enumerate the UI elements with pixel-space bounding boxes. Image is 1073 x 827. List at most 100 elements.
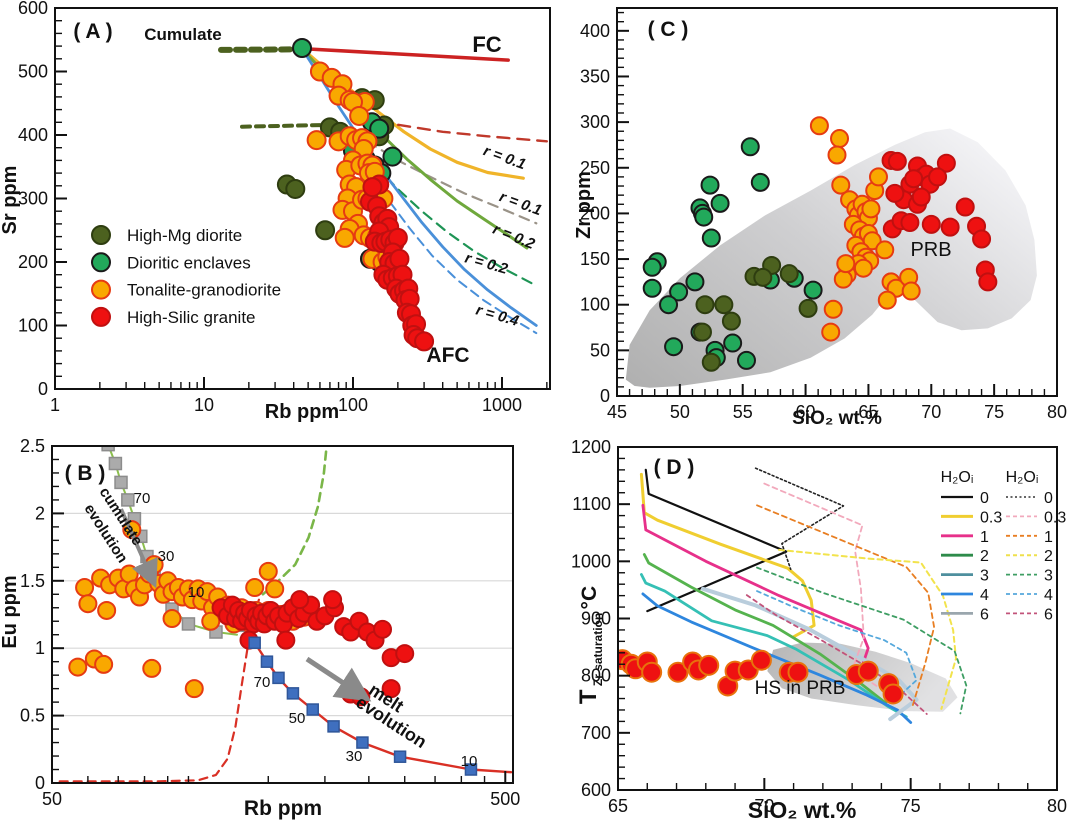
data-point <box>292 38 313 59</box>
legend-marker <box>91 252 111 273</box>
data-point <box>900 213 920 233</box>
svg-text:1: 1 <box>50 395 60 415</box>
data-point <box>286 687 300 700</box>
x-axis-title-c: SiO₂ wt.% <box>792 408 882 429</box>
data-point <box>940 217 960 237</box>
svg-text:0.5: 0.5 <box>20 706 45 726</box>
data-point <box>369 118 390 139</box>
data-point <box>108 456 123 471</box>
annotation-label: FC <box>472 32 501 57</box>
series-melt-steps <box>248 636 478 776</box>
data-point <box>664 337 684 357</box>
svg-text:1.5: 1.5 <box>20 571 45 591</box>
data-point <box>857 660 879 682</box>
svg-text:10: 10 <box>194 395 214 415</box>
data-point <box>904 169 924 189</box>
svg-text:2: 2 <box>35 503 45 523</box>
svg-text:400: 400 <box>580 21 610 41</box>
legend-label: 2 <box>980 548 989 565</box>
data-point <box>315 220 336 241</box>
solid-h2o-0.3 <box>639 472 816 639</box>
legend-marker <box>91 306 111 327</box>
svg-text:55: 55 <box>733 402 753 422</box>
data-point <box>685 272 705 292</box>
data-point <box>356 736 369 749</box>
data-point <box>642 278 662 298</box>
svg-text:65: 65 <box>858 402 878 422</box>
legend-marker <box>91 279 111 300</box>
legend-panel-a: High-Mg diorite Dioritic enclaves Tonalite… <box>91 225 281 327</box>
data-point <box>327 720 340 733</box>
data-point <box>736 350 756 370</box>
data-point <box>803 280 823 300</box>
data-point <box>921 214 941 234</box>
annotation-arrow <box>119 508 158 589</box>
data-point <box>669 282 689 302</box>
data-point <box>181 617 196 631</box>
annotation-label: 50 <box>289 710 306 727</box>
dashed-h2o-0 <box>754 467 845 571</box>
data-point <box>97 600 117 620</box>
data-point <box>700 175 720 195</box>
svg-text:500: 500 <box>490 789 520 809</box>
data-point <box>694 207 714 227</box>
data-point <box>381 679 401 699</box>
y-axis-title-b: Eu ppm <box>0 575 21 648</box>
data-point <box>75 578 95 598</box>
data-point <box>68 657 88 677</box>
data-point <box>265 579 285 599</box>
series-tonalite-granodiorite <box>809 116 921 342</box>
annotation-label: 10 <box>188 584 205 601</box>
series-high-silic-granite <box>359 174 435 352</box>
data-point <box>861 199 881 219</box>
annotation-label: r = 0.1 <box>481 142 528 173</box>
dashed-h2o-4 <box>756 590 918 702</box>
data-point <box>779 264 799 284</box>
svg-text:1000: 1000 <box>571 551 611 571</box>
x-axis-title-d: SiO₂ wt.% <box>748 797 857 823</box>
annotation-label: PRB <box>910 239 951 261</box>
legend-label: 0 <box>1044 490 1053 507</box>
x-axis-title-b: Rb ppm <box>244 797 322 820</box>
svg-text:200: 200 <box>580 203 610 223</box>
data-point <box>659 295 679 315</box>
svg-text:1200: 1200 <box>571 437 611 457</box>
legend-label: 0.3 <box>980 509 1002 526</box>
svg-text:0: 0 <box>38 379 48 399</box>
svg-text:700: 700 <box>581 723 611 743</box>
y-axis-title-c: Zr ppm <box>573 171 595 239</box>
legend-panel-d: H₂Oᵢ 0 0.3 1 2 3 4 6 H₂Oᵢ 0 0.3 1 2 3 4 6 <box>941 469 1067 623</box>
svg-text:300: 300 <box>580 112 610 132</box>
data-point <box>667 661 689 683</box>
data-point <box>831 175 851 195</box>
svg-text:50: 50 <box>590 340 610 360</box>
data-point <box>877 290 897 310</box>
svg-text:0: 0 <box>35 773 45 793</box>
annotation-label: r = 0.4 <box>474 301 521 330</box>
data-point <box>823 299 843 319</box>
data-point <box>972 229 992 249</box>
data-point <box>389 248 410 269</box>
data-point <box>928 167 948 187</box>
data-point <box>701 228 721 248</box>
data-point <box>414 331 435 352</box>
solid-h2o-0 <box>644 468 788 613</box>
legend-marker <box>91 225 111 245</box>
data-point <box>201 611 221 631</box>
data-point <box>936 153 956 173</box>
data-point <box>787 661 809 683</box>
svg-text:800: 800 <box>581 666 611 686</box>
svg-text:200: 200 <box>18 252 48 272</box>
axis-ticks: 50 500 0 0.5 1 1.5 2 2.5 <box>20 436 520 809</box>
data-point <box>184 679 204 699</box>
legend-label: 6 <box>1044 606 1053 623</box>
annotation-label: 30 <box>346 748 363 765</box>
legend-label: Tonalite-granodiorite <box>127 281 281 300</box>
red-dashed-curve <box>58 598 260 783</box>
data-point <box>382 146 403 167</box>
data-point <box>698 654 720 676</box>
legend-label: 0 <box>980 490 989 507</box>
data-point <box>911 187 931 207</box>
